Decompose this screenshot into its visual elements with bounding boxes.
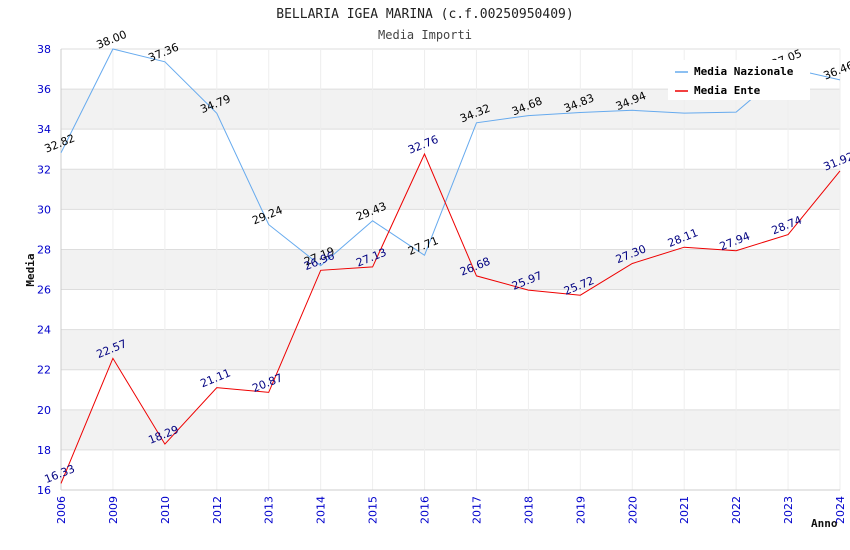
x-tick-label: 2009: [107, 496, 120, 524]
x-tick-label: 2023: [782, 496, 795, 524]
y-tick-label: 34: [37, 123, 51, 136]
series-line-0: [60, 48, 841, 267]
x-axis-label: Anno: [811, 517, 838, 530]
chart-title: BELLARIA IGEA MARINA (c.f.00250950409): [276, 7, 573, 22]
series-line-1: [60, 152, 841, 484]
y-tick-label: 38: [37, 43, 51, 56]
legend-label-media-nazionale: Media Nazionale: [694, 65, 794, 78]
y-tick-label: 32: [37, 163, 51, 176]
x-tick-label: 2015: [367, 496, 380, 524]
y-tick-label: 24: [37, 324, 51, 337]
y-tick-label: 36: [37, 83, 51, 96]
chart-subtitle: Media Importi: [378, 28, 472, 42]
y-tick-label: 16: [37, 484, 51, 497]
grid-band: [61, 249, 840, 290]
x-tick-label: 2013: [263, 496, 276, 524]
x-tick-label: 2012: [211, 496, 224, 524]
grid-band: [61, 329, 840, 370]
x-tick-label: 2014: [315, 496, 328, 524]
x-tick-label: 2018: [522, 496, 535, 524]
data-label: 38.00: [95, 28, 129, 52]
legend: Media Nazionale Media Ente: [668, 60, 810, 100]
series-lines: [60, 48, 841, 484]
x-tick-label: 2017: [470, 496, 483, 524]
y-tick-label: 26: [37, 284, 51, 297]
grid-bands: [60, 48, 841, 491]
y-tick-label: 18: [37, 444, 51, 457]
x-axis-ticks: 2006 2009 2010 2012 2013 2014 2015 2016 2017 2018…: [55, 496, 847, 524]
y-tick-label: 20: [37, 404, 51, 417]
x-tick-label: 2006: [55, 496, 68, 524]
legend-label-media-ente: Media Ente: [694, 84, 761, 97]
x-tick-label: 2020: [626, 496, 639, 524]
y-tick-label: 28: [37, 243, 51, 256]
x-tick-label: 2019: [574, 496, 587, 524]
x-tick-label: 2021: [678, 496, 691, 524]
x-tick-label: 2024: [834, 496, 847, 524]
legend-box: [668, 60, 810, 100]
x-tick-label: 2016: [419, 496, 432, 524]
x-tick-label: 2022: [730, 496, 743, 524]
x-tick-label: 2010: [159, 496, 172, 524]
y-tick-label: 30: [37, 203, 51, 216]
y-axis-label: Media: [24, 253, 37, 286]
y-axis-ticks: 16 18 20 22 24 26 28 30 32 34 36 38: [37, 43, 51, 497]
y-tick-label: 22: [37, 364, 51, 377]
